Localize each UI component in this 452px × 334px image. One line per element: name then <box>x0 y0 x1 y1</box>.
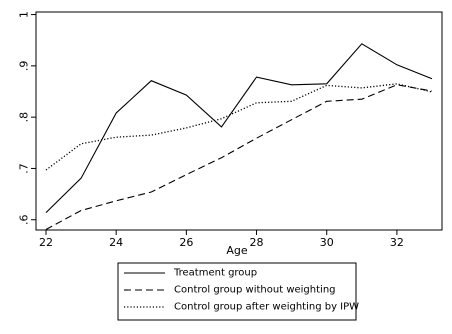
x-tick-label: 32 <box>390 236 404 249</box>
legend-label-2: Control group without weighting <box>174 285 336 296</box>
y-tick-label: .8 <box>18 112 31 123</box>
y-tick-label: .6 <box>18 214 31 225</box>
y-tick-label: 1 <box>18 11 31 18</box>
legend-label-3: Control group after weighting by IPW <box>174 302 359 313</box>
series-line-1 <box>45 43 433 213</box>
x-axis: 22 24 26 28 30 32 <box>39 230 404 249</box>
series-line-3 <box>45 83 433 171</box>
x-tick-label: 30 <box>320 236 334 249</box>
x-axis-title: Age <box>226 244 248 257</box>
series-layer <box>45 43 433 230</box>
y-tick-label: .9 <box>18 61 31 72</box>
legend: Treatment group Control group without wei… <box>117 262 359 321</box>
legend-label-1: Treatment group <box>173 268 257 279</box>
x-tick-label: 28 <box>250 236 264 249</box>
x-tick-label: 26 <box>179 236 193 249</box>
x-tick-label: 24 <box>109 236 123 249</box>
y-tick-label: .7 <box>18 163 31 174</box>
y-axis: .6 .7 .8 .9 1 <box>18 11 36 225</box>
series-line-2 <box>45 84 433 230</box>
x-tick-label: 22 <box>39 236 53 249</box>
plot-area <box>35 11 443 231</box>
